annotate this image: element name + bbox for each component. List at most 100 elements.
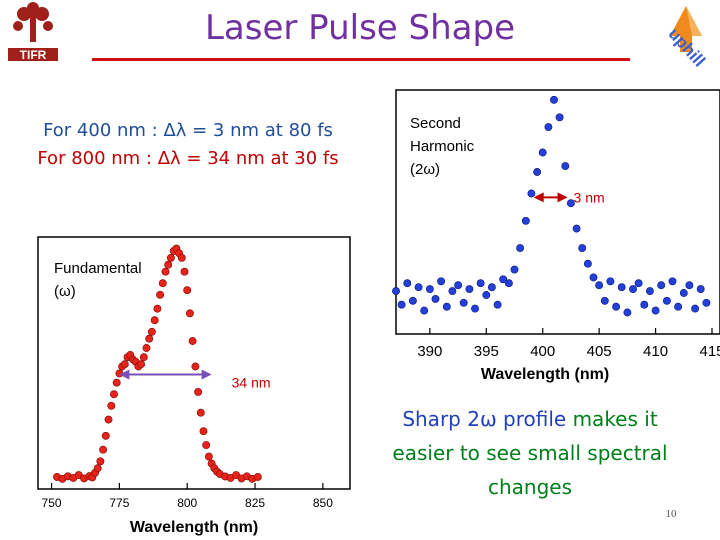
data-point [679, 289, 688, 297]
data-point [145, 334, 154, 343]
spec-400nm: For 400 nm : Δλ = 3 nm at 80 fs [43, 120, 333, 141]
data-point [420, 306, 429, 315]
x-tick-label: 775 [109, 496, 129, 510]
data-point [185, 309, 194, 318]
uphill-arrow-icon [670, 6, 702, 52]
data-point [465, 285, 474, 294]
note-highlight: Sharp 2ω profile [402, 407, 567, 431]
data-point [674, 302, 683, 311]
x-tick-label: 415 [699, 343, 720, 360]
series-label: Fundamental [54, 260, 142, 277]
data-point [606, 277, 615, 286]
title-underline [92, 58, 630, 61]
data-point [493, 300, 502, 309]
data-point [442, 302, 451, 311]
data-point [204, 452, 213, 461]
data-point [403, 279, 412, 288]
data-point [617, 283, 626, 292]
data-point [550, 95, 558, 104]
conclusion-note: Sharp 2ω profile makes it easier to see … [372, 402, 688, 504]
data-point [499, 275, 508, 284]
page-title: Laser Pulse Shape [204, 8, 515, 48]
data-point [397, 300, 406, 309]
data-point [161, 267, 170, 276]
series-label-line3: (2ω) [410, 161, 440, 178]
data-point [202, 441, 211, 450]
spec-800nm: For 800 nm : Δλ = 34 nm at 30 fs [37, 148, 339, 169]
series-label-line2: Harmonic [410, 138, 475, 155]
data-point [691, 304, 700, 313]
data-point [153, 304, 162, 313]
fwhm-arrowhead-right [201, 369, 212, 380]
data-point [431, 294, 440, 303]
data-point [177, 253, 186, 262]
series-label: Second [410, 115, 461, 132]
data-point [107, 401, 116, 410]
data-point [668, 277, 677, 286]
data-point [164, 260, 173, 269]
fwhm-label: 34 nm [232, 375, 271, 391]
data-point [702, 298, 711, 307]
data-point [538, 148, 547, 157]
data-point [112, 378, 121, 387]
data-point [392, 287, 400, 296]
data-point [516, 244, 525, 253]
data-point [572, 224, 581, 233]
plot-frame [395, 89, 720, 335]
data-point [156, 290, 165, 299]
data-point [158, 279, 167, 288]
data-point [408, 296, 417, 305]
data-point [555, 113, 564, 122]
data-point [191, 362, 200, 371]
data-point [196, 408, 205, 417]
data-point [600, 296, 609, 305]
data-point [183, 286, 192, 295]
data-point [93, 464, 102, 473]
data-point [166, 253, 175, 262]
x-tick-label: 400 [530, 343, 555, 360]
fwhm-arrowhead-left [533, 192, 544, 203]
data-point [454, 281, 463, 290]
data-point [566, 199, 575, 208]
second-harmonic-spectrum-chart: 390395400405410415 3 nm Second Harmonic … [392, 89, 720, 383]
data-point [459, 298, 468, 307]
tifr-logo: TIFR [4, 2, 62, 62]
series-sublabel: (ω) [54, 283, 76, 300]
tifr-logo-text: TIFR [20, 48, 47, 62]
data-point [147, 327, 156, 336]
fwhm-arrowhead-right [557, 192, 568, 203]
data-point [101, 431, 110, 440]
data-point [583, 259, 592, 268]
data-point [414, 283, 423, 292]
data-point [139, 353, 148, 362]
plot-frame [37, 236, 351, 490]
data-point [696, 285, 705, 294]
data-point [194, 387, 203, 396]
x-tick-label: 750 [42, 496, 62, 510]
x-axis-label: Wavelength (nm) [481, 366, 609, 383]
uphill-logo: uphill [665, 6, 709, 71]
data-point [527, 189, 536, 198]
data-point [482, 291, 491, 299]
data-point [476, 279, 485, 288]
data-point [634, 279, 643, 288]
data-point [589, 273, 598, 282]
data-point [199, 427, 208, 436]
x-axis-label: Wavelength (nm) [130, 519, 258, 536]
slide-number: 10 [665, 508, 677, 520]
fundamental-spectrum-chart: 750 775 800 825 850 34 nm Fundamental (ω) Wa… [37, 236, 351, 536]
data-point [142, 344, 151, 352]
data-point [425, 285, 434, 294]
data-point [487, 283, 496, 292]
x-tick-label: 390 [417, 343, 442, 360]
data-point [651, 306, 660, 315]
data-point [657, 281, 666, 290]
note-rest: makes it easier to see small spectral ch… [392, 407, 668, 499]
fwhm-arrowhead-left [119, 369, 130, 380]
data-point [533, 168, 542, 176]
data-point [521, 216, 530, 225]
data-point [96, 457, 105, 466]
data-point [448, 287, 457, 296]
x-tick-label: 405 [587, 343, 612, 360]
x-tick-label: 395 [474, 343, 499, 360]
